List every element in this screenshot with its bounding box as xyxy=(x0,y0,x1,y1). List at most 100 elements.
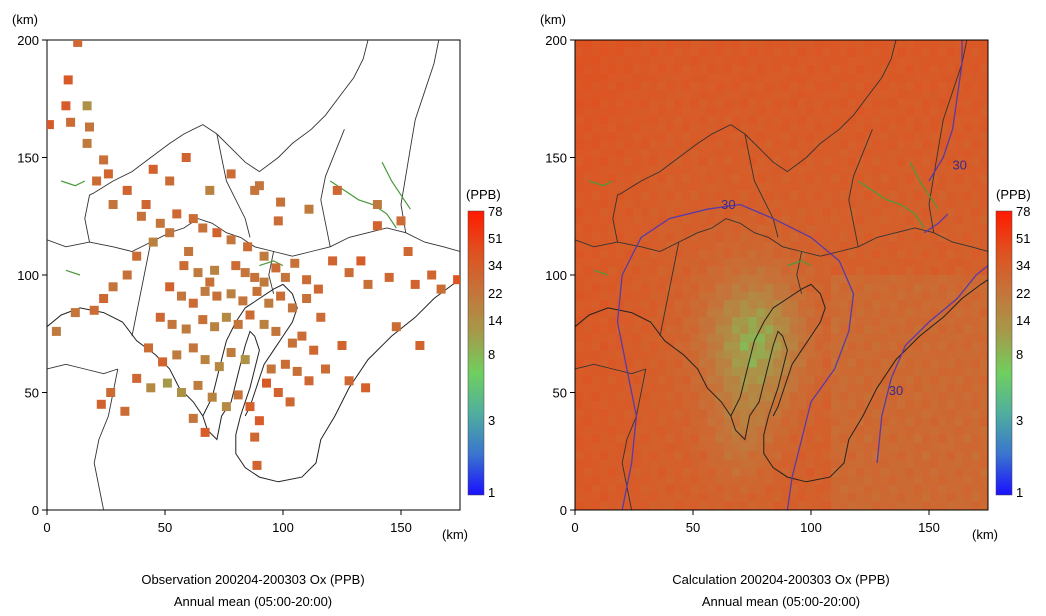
prefecture-boundary xyxy=(320,129,345,247)
heatmap-cell xyxy=(798,157,807,167)
heatmap-cell xyxy=(847,367,857,377)
heatmap-cell xyxy=(913,241,923,251)
heatmap-cell xyxy=(806,107,815,116)
heatmap-cell xyxy=(798,40,807,49)
heatmap-cell xyxy=(624,224,634,234)
station-marker xyxy=(316,312,326,322)
station-marker xyxy=(132,373,142,383)
heatmap-cell xyxy=(905,115,915,125)
heatmap-cell xyxy=(971,417,981,427)
heatmap-cell xyxy=(657,191,667,200)
heatmap-cell xyxy=(814,476,824,486)
heatmap-cell xyxy=(847,493,857,502)
heatmap-cell xyxy=(847,73,857,83)
heatmap-cell xyxy=(682,40,692,49)
heatmap-cell xyxy=(674,191,683,200)
heatmap-cell xyxy=(756,266,766,276)
heatmap-cell xyxy=(946,199,956,209)
heatmap-cell xyxy=(599,149,609,158)
heatmap-cell xyxy=(855,90,865,100)
heatmap-cell xyxy=(930,56,939,66)
heatmap-cell xyxy=(880,98,890,108)
heatmap-cell xyxy=(657,199,667,209)
heatmap-cell xyxy=(657,384,667,393)
heatmap-cell xyxy=(938,300,948,309)
heatmap-cell xyxy=(690,342,700,351)
heatmap-cell xyxy=(905,291,915,301)
heatmap-cell xyxy=(723,367,733,377)
heatmap-cell xyxy=(897,459,906,469)
heatmap-cell xyxy=(905,417,915,427)
station-marker xyxy=(63,75,73,85)
heatmap-cell xyxy=(979,325,988,335)
heatmap-cell xyxy=(831,392,840,402)
heatmap-cell xyxy=(682,258,692,267)
heatmap-cell xyxy=(963,165,972,175)
heatmap-cell xyxy=(665,140,675,150)
heatmap-cell xyxy=(665,123,675,133)
heatmap-cell xyxy=(674,81,683,91)
heatmap-cell xyxy=(954,90,964,100)
heatmap-cell xyxy=(756,115,766,125)
heatmap-cell xyxy=(913,392,923,402)
heatmap-cell xyxy=(657,308,667,318)
heatmap-cell xyxy=(847,283,857,293)
heatmap-cell xyxy=(880,426,890,435)
heatmap-cell xyxy=(707,48,716,58)
heatmap-cell xyxy=(814,191,824,200)
heatmap-cell xyxy=(905,165,915,175)
heatmap-cell xyxy=(731,107,741,116)
heatmap-cell xyxy=(971,98,981,108)
heatmap-cell xyxy=(831,191,840,200)
heatmap-cell xyxy=(632,191,642,200)
heatmap-cell xyxy=(913,107,923,116)
heatmap-cell xyxy=(855,81,865,91)
heatmap-cell xyxy=(575,476,584,486)
heatmap-cell xyxy=(575,149,584,158)
heatmap-cell xyxy=(806,48,815,58)
heatmap-cell xyxy=(665,375,675,385)
heatmap-cell xyxy=(731,233,741,242)
heatmap-cell xyxy=(731,258,741,267)
heatmap-cell xyxy=(938,224,948,234)
heatmap-cell xyxy=(979,191,988,200)
heatmap-cell xyxy=(616,191,625,200)
heatmap-cell xyxy=(583,182,592,192)
heatmap-cell xyxy=(781,358,791,368)
heatmap-cell xyxy=(756,325,766,335)
heatmap-cell xyxy=(608,224,617,234)
heatmap-cell xyxy=(946,358,956,368)
heatmap-cell xyxy=(954,65,964,74)
heatmap-cell xyxy=(707,417,716,427)
heatmap-cell xyxy=(707,468,716,477)
heatmap-cell xyxy=(616,451,625,461)
heatmap-cell xyxy=(674,476,683,486)
heatmap-cell xyxy=(822,476,832,486)
heatmap-cell xyxy=(789,367,799,377)
heatmap-cell xyxy=(665,350,675,360)
heatmap-cell xyxy=(864,300,873,309)
heatmap-cell xyxy=(665,199,675,209)
heatmap-cell xyxy=(888,224,898,234)
heatmap-cell xyxy=(707,476,716,486)
heatmap-cell xyxy=(822,115,832,125)
heatmap-cell xyxy=(599,484,609,494)
heatmap-cell xyxy=(954,333,964,343)
station-marker xyxy=(82,138,92,148)
heatmap-cell xyxy=(599,56,609,66)
heatmap-cell xyxy=(657,409,667,419)
heatmap-cell xyxy=(773,342,782,351)
heatmap-cell xyxy=(789,333,799,343)
heatmap-cell xyxy=(979,451,988,461)
heatmap-cell xyxy=(839,400,848,410)
heatmap-cell xyxy=(839,300,848,309)
heatmap-cell xyxy=(938,81,948,91)
heatmap-cell xyxy=(913,325,923,335)
heatmap-cell xyxy=(641,476,650,486)
heatmap-cell xyxy=(864,115,873,125)
heatmap-cell xyxy=(632,426,642,435)
heatmap-cell xyxy=(921,291,931,301)
heatmap-cell xyxy=(756,65,766,74)
heatmap-cell xyxy=(806,409,815,419)
heatmap-cell xyxy=(864,174,873,184)
